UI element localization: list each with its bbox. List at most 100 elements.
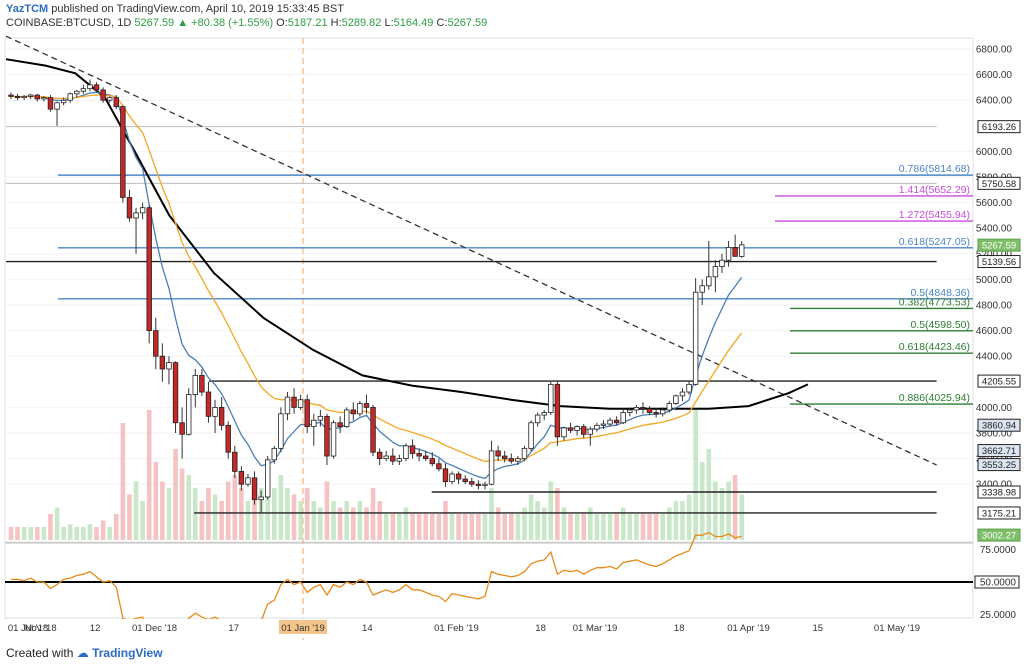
candlestick[interactable] [712,260,719,293]
candlestick[interactable] [692,278,699,386]
candlestick[interactable] [554,381,561,446]
candlestick[interactable] [311,413,317,446]
candlestick[interactable] [646,406,653,416]
candlestick[interactable] [251,471,258,505]
candlestick[interactable] [179,407,185,459]
candlestick[interactable] [186,388,192,436]
candlestick[interactable] [357,401,363,417]
candlestick[interactable] [640,402,646,414]
candlestick[interactable] [455,471,462,485]
candlestick[interactable] [317,409,324,427]
candlestick[interactable] [442,463,449,487]
candlestick[interactable] [27,93,34,99]
candlestick[interactable] [403,443,409,462]
candlestick[interactable] [41,96,47,102]
candlestick[interactable] [21,95,27,101]
candlestick[interactable] [60,97,67,106]
candlestick[interactable] [344,407,350,428]
tradingview-brand[interactable]: TradingView [92,646,163,660]
candlestick[interactable] [284,392,291,421]
candlestick[interactable] [699,279,705,305]
candlestick[interactable] [54,101,60,126]
candlestick[interactable] [166,356,172,385]
candlestick[interactable] [67,92,73,103]
candlestick[interactable] [153,317,159,369]
candlestick[interactable] [574,425,580,436]
candlestick[interactable] [8,92,14,99]
candlestick[interactable] [212,399,218,433]
candlestick[interactable] [106,96,113,103]
candlestick[interactable] [225,421,231,459]
candlestick[interactable] [370,404,376,457]
candlestick[interactable] [205,381,212,423]
candlestick[interactable] [383,450,389,462]
candlestick[interactable] [120,105,126,203]
candlestick[interactable] [47,95,54,112]
candlestick[interactable] [74,89,80,98]
candlestick[interactable] [265,456,271,500]
candlestick[interactable] [508,453,515,464]
candlestick[interactable] [291,388,297,414]
candlestick[interactable] [594,422,600,432]
candlestick[interactable] [660,407,666,417]
candlestick[interactable] [706,241,712,290]
candlestick[interactable] [515,456,521,465]
candlestick[interactable] [133,207,139,254]
candlestick[interactable] [686,381,692,395]
candlestick[interactable] [363,394,370,414]
candlestick[interactable] [436,458,442,472]
candlestick[interactable] [100,87,106,103]
candlestick[interactable] [482,481,488,490]
candlestick[interactable] [238,466,245,491]
candlestick[interactable] [561,426,567,441]
candlestick[interactable] [732,234,738,257]
candlestick[interactable] [416,448,422,462]
candlestick[interactable] [429,452,435,467]
candlestick[interactable] [278,407,284,453]
candlestick[interactable] [139,202,146,220]
candlestick[interactable] [218,397,225,431]
candlestick[interactable] [587,426,594,446]
candlestick[interactable] [600,420,607,430]
candlestick[interactable] [87,79,93,92]
candlestick[interactable] [469,477,475,487]
candlestick[interactable] [534,412,541,427]
candlestick[interactable] [271,445,277,464]
candlestick[interactable] [232,445,238,478]
candlestick[interactable] [541,409,547,421]
candlestick[interactable] [376,448,383,465]
candlestick[interactable] [199,369,205,396]
candlestick[interactable] [396,454,403,465]
candlestick[interactable] [146,205,152,344]
candlestick[interactable] [330,420,337,459]
candlestick[interactable] [423,450,429,462]
candlestick[interactable] [495,445,501,462]
candlestick[interactable] [607,417,613,427]
candlestick[interactable] [475,480,482,490]
candlestick[interactable] [172,361,179,433]
candlestick[interactable] [350,402,356,421]
candlestick[interactable] [679,388,686,401]
candlestick[interactable] [633,404,640,414]
candlestick[interactable] [462,475,468,485]
candlestick[interactable] [581,424,587,439]
candlestick[interactable] [80,84,87,94]
candlestick[interactable] [521,445,528,462]
candlestick[interactable] [409,439,416,459]
candlestick[interactable] [258,490,264,513]
candlestick[interactable] [449,471,455,485]
candlestick[interactable] [34,93,40,102]
candlestick[interactable] [245,473,251,487]
candlestick[interactable] [390,448,396,465]
candlestick[interactable] [324,413,330,465]
candlestick[interactable] [548,381,554,416]
candlestick[interactable] [666,401,673,413]
candlestick[interactable] [488,440,495,486]
candlestick[interactable] [337,416,343,433]
candlestick[interactable] [304,394,310,433]
candlestick[interactable] [159,343,166,382]
candlestick[interactable] [528,420,534,451]
candlestick[interactable] [653,408,659,418]
candlestick[interactable] [725,241,732,267]
candlestick[interactable] [627,407,633,417]
